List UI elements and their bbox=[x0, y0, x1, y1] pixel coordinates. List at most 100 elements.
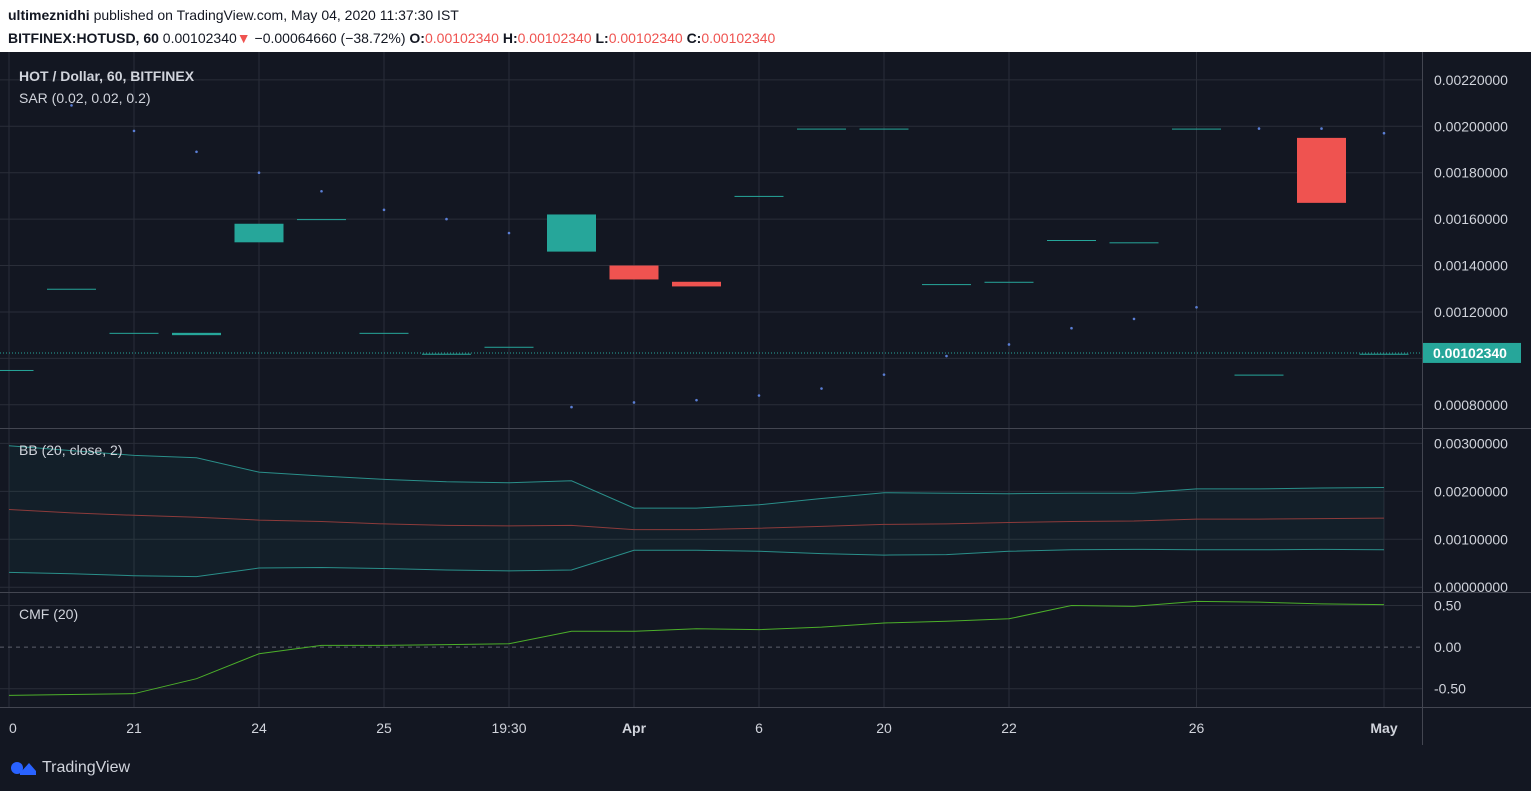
cmf-legend: CMF (20) bbox=[19, 606, 78, 622]
y-tick-label: 0.00220000 bbox=[1434, 72, 1508, 88]
parabolic-sar bbox=[70, 104, 1386, 409]
last-price: 0.00102340 bbox=[162, 30, 237, 46]
x-tick-label: 24 bbox=[251, 720, 267, 736]
tradingview-logo-icon bbox=[11, 762, 36, 775]
open-label: O: bbox=[409, 30, 425, 46]
candle bbox=[484, 346, 534, 348]
footer: TradingView bbox=[0, 745, 1531, 791]
y-tick-label: 0.00200000 bbox=[1434, 483, 1508, 499]
y-tick-label: 0.00300000 bbox=[1434, 435, 1508, 451]
publish-header: ultimeznidhi published on TradingView.co… bbox=[0, 0, 1531, 52]
x-tick-label: May bbox=[1370, 720, 1397, 736]
candle bbox=[234, 223, 284, 243]
down-arrow-icon: ▼ bbox=[236, 30, 251, 46]
sar-point bbox=[1132, 317, 1136, 321]
open-value: 0.00102340 bbox=[424, 30, 499, 46]
bb-lower-line bbox=[8, 548, 1385, 578]
sar-point bbox=[382, 208, 386, 212]
sar-point bbox=[820, 387, 823, 390]
x-tick-label: 6 bbox=[755, 720, 763, 736]
sar-point bbox=[695, 398, 698, 402]
x-tick-label: 25 bbox=[376, 720, 392, 736]
y-tick-label: 0.00 bbox=[1434, 639, 1461, 655]
close-value: 0.00102340 bbox=[701, 30, 776, 46]
x-tick-label: Apr bbox=[622, 720, 647, 736]
x-tick-label: 20 bbox=[876, 720, 892, 736]
candle bbox=[859, 128, 909, 130]
chart-grid bbox=[0, 52, 1422, 707]
sar-point bbox=[1257, 127, 1261, 130]
candle bbox=[1109, 242, 1159, 244]
publish-info: ultimeznidhi published on TradingView.co… bbox=[8, 7, 459, 23]
candle bbox=[984, 281, 1034, 283]
candle bbox=[734, 195, 784, 197]
y-tick-label: 0.50 bbox=[1434, 597, 1461, 613]
y-tick-label: 0.00160000 bbox=[1434, 211, 1508, 227]
y-tick-label: 0.00080000 bbox=[1434, 397, 1508, 413]
y-tick-label: -0.50 bbox=[1434, 681, 1466, 697]
cmf-line bbox=[8, 600, 1385, 696]
low-label: L: bbox=[595, 30, 609, 46]
cmf-indicator bbox=[8, 600, 1385, 696]
axes: 0 21 24 25 19:30 Apr 6 20 22 26 May 0.00220000 0.002… bbox=[9, 72, 1521, 736]
sar-legend: SAR (0.02, 0.02, 0.2) bbox=[19, 90, 151, 106]
candle bbox=[172, 332, 221, 336]
chart-title: HOT / Dollar, 60, BITFINEX bbox=[19, 68, 195, 84]
x-tick-label: 19:30 bbox=[491, 720, 526, 736]
sar-point bbox=[757, 394, 761, 397]
candle bbox=[797, 128, 846, 130]
sar-point bbox=[882, 373, 886, 376]
sar-point bbox=[945, 354, 948, 358]
sar-point bbox=[570, 405, 573, 409]
sar-point bbox=[1320, 127, 1323, 130]
y-tick-label: 0.00140000 bbox=[1434, 258, 1508, 274]
candle bbox=[422, 353, 471, 355]
sar-point bbox=[320, 189, 323, 193]
x-tick-label: 0 bbox=[9, 720, 17, 736]
sar-point bbox=[1382, 131, 1386, 135]
author-name[interactable]: ultimeznidhi bbox=[8, 7, 90, 23]
candle bbox=[109, 332, 159, 334]
close-label: C: bbox=[686, 30, 702, 46]
candles bbox=[0, 128, 1409, 376]
current-price-badge bbox=[1423, 342, 1521, 363]
x-tick-label: 21 bbox=[126, 720, 142, 736]
current-price-label: 0.00102340 bbox=[1433, 345, 1507, 361]
candle bbox=[297, 219, 346, 221]
panel-separators bbox=[0, 52, 1531, 745]
bb-upper-line bbox=[8, 445, 1385, 509]
bollinger-bands bbox=[8, 445, 1385, 578]
symbol-info: BITFINEX:HOTUSD, 60 0.00102340▼ −0.00064… bbox=[8, 30, 775, 46]
y-tick-label: 0.00120000 bbox=[1434, 304, 1508, 320]
candle bbox=[547, 214, 596, 252]
sar-point bbox=[1007, 343, 1011, 346]
candle bbox=[609, 265, 659, 280]
candle bbox=[1359, 353, 1409, 355]
sar-point bbox=[132, 129, 136, 133]
bb-basis-line bbox=[8, 509, 1385, 531]
sar-point bbox=[195, 150, 198, 154]
sar-point bbox=[1195, 306, 1198, 309]
y-tick-label: 0.00180000 bbox=[1434, 165, 1508, 181]
high-value: 0.00102340 bbox=[517, 30, 592, 46]
y-tick-label: 0.00100000 bbox=[1434, 531, 1508, 547]
candle bbox=[1047, 240, 1096, 241]
low-value: 0.00102340 bbox=[608, 30, 683, 46]
tradingview-brand[interactable]: TradingView bbox=[42, 759, 131, 776]
candle bbox=[1234, 374, 1284, 376]
x-tick-label: 22 bbox=[1001, 720, 1017, 736]
candle bbox=[1172, 128, 1221, 130]
high-label: H: bbox=[502, 30, 518, 46]
y-tick-label: 0.00200000 bbox=[1434, 118, 1508, 134]
y-tick-label: 0.00000000 bbox=[1434, 579, 1508, 595]
candle bbox=[359, 332, 409, 334]
sar-point bbox=[1070, 326, 1073, 330]
sar-point bbox=[70, 104, 73, 107]
price-change: −0.00064660 (−38.72%) bbox=[254, 30, 406, 46]
candle bbox=[0, 369, 34, 371]
trading-chart[interactable]: 0 21 24 25 19:30 Apr 6 20 22 26 May 0.00220000 0.002… bbox=[0, 52, 1531, 745]
symbol-label: BITFINEX:HOTUSD, 60 bbox=[8, 30, 159, 46]
candle bbox=[47, 288, 96, 290]
candle bbox=[922, 284, 971, 286]
sar-point bbox=[632, 401, 636, 404]
